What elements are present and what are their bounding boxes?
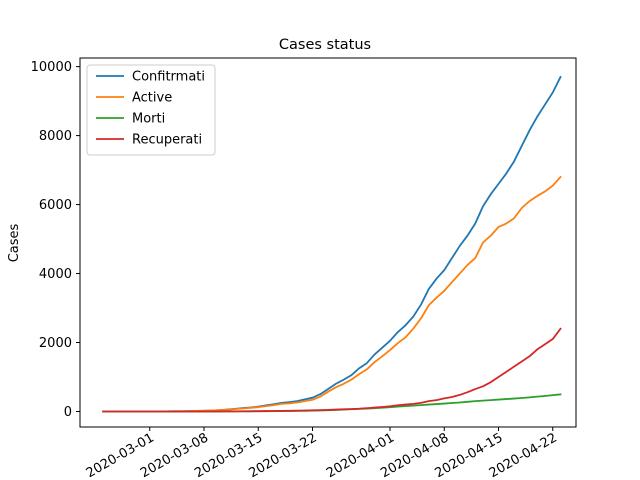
legend-box — [86, 64, 216, 156]
legend-label: Recuperati — [132, 133, 202, 148]
y-axis-label: Cases — [7, 223, 22, 262]
plot-area — [79, 57, 577, 428]
y-tick-label: 8000 — [39, 129, 72, 144]
chart-title: Cases status — [279, 37, 371, 53]
y-tick-label: 6000 — [39, 198, 72, 213]
y-tick-label: 4000 — [39, 267, 72, 282]
y-tick-label: 2000 — [39, 336, 72, 351]
series-line-active — [102, 175, 562, 413]
legend: Confitrmati Active Morti Recuperati — [86, 64, 216, 156]
y-tick-label: 10000 — [31, 60, 72, 75]
legend-label: Confitrmati — [132, 70, 205, 85]
legend-label: Active — [132, 91, 172, 106]
legend-label: Morti — [132, 112, 165, 127]
y-axis: 0 2000 4000 6000 8000 10000 — [31, 60, 80, 420]
x-axis: 2020-03-012020-03-082020-03-152020-03-22… — [84, 427, 560, 480]
series-line-recuperati — [102, 327, 562, 413]
plot-frame — [79, 57, 577, 428]
y-tick-label: 0 — [64, 405, 72, 420]
